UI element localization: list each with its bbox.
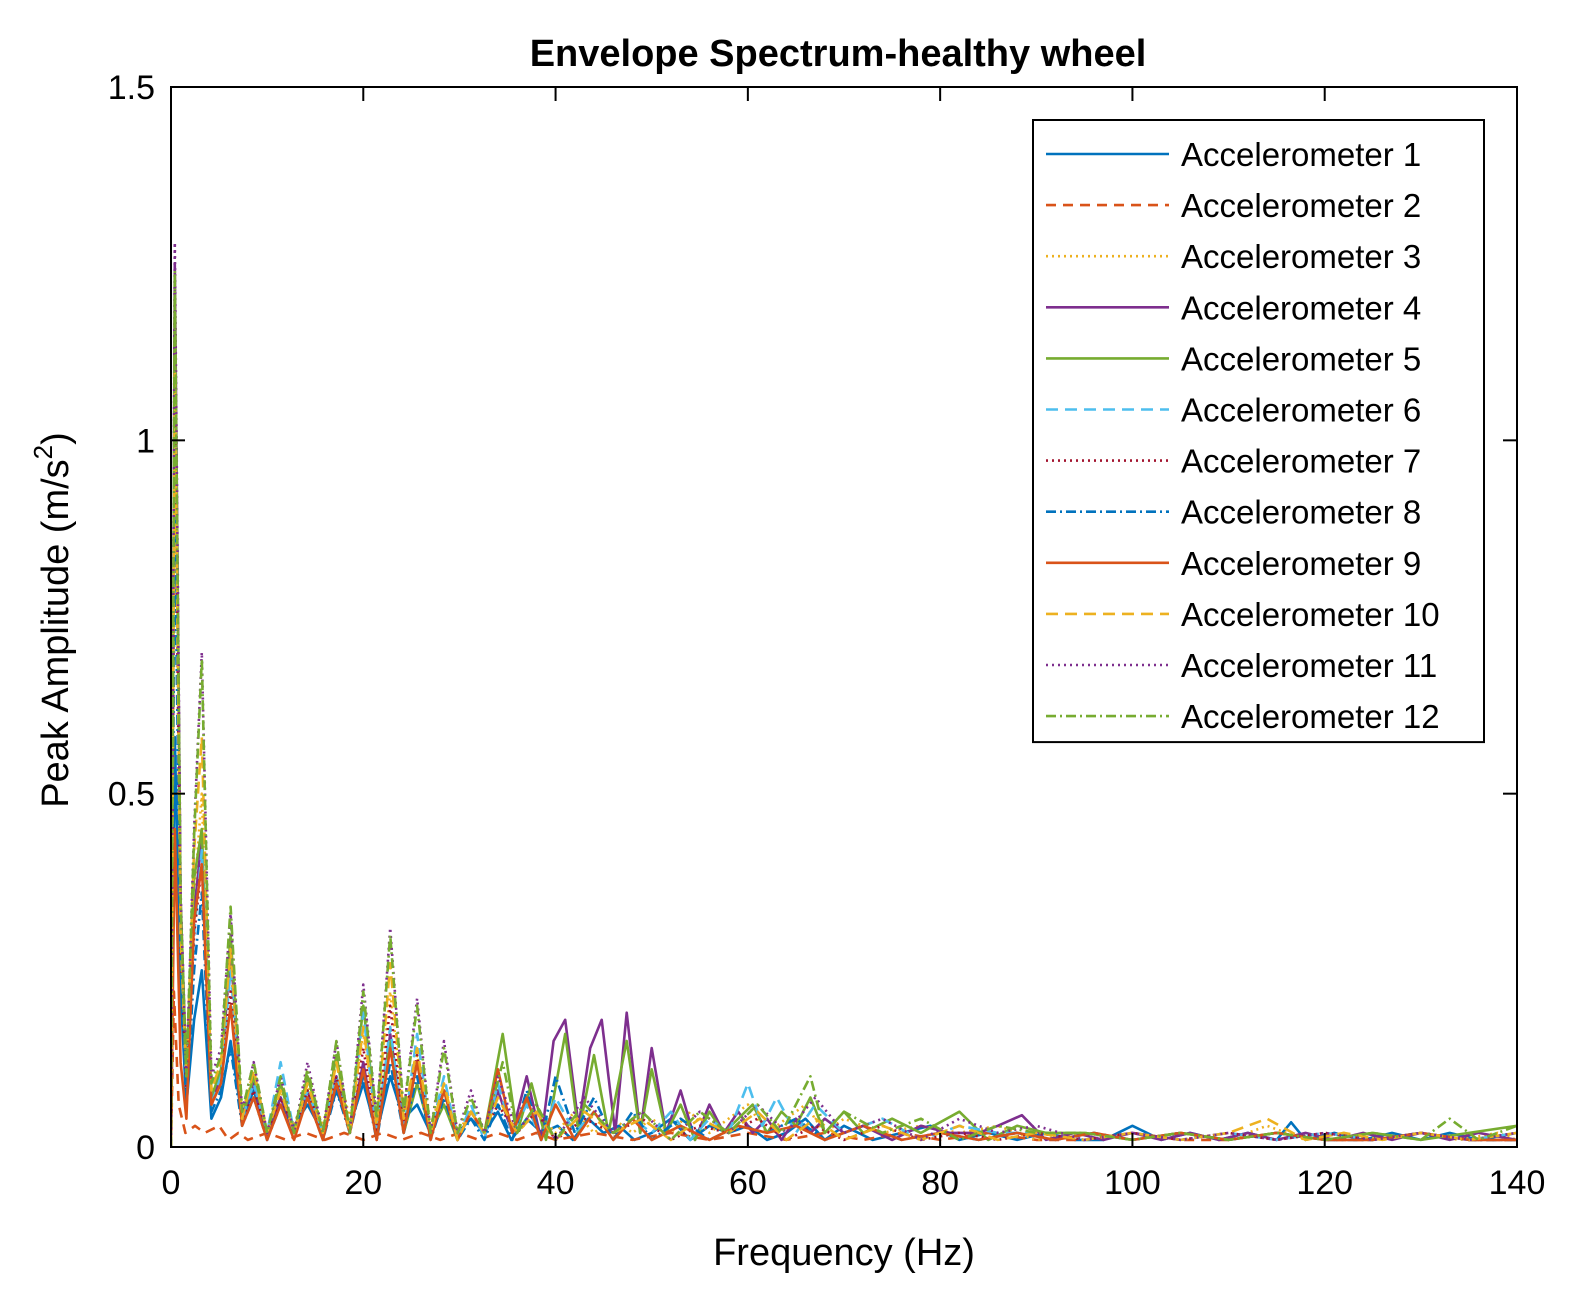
legend-label: Accelerometer 2	[1181, 187, 1421, 224]
x-tick-label: 140	[1489, 1164, 1546, 1202]
legend-item: Accelerometer 1	[1046, 136, 1421, 173]
legend-item: Accelerometer 6	[1046, 392, 1421, 429]
y-axis-label-main: Peak Amplitude (m/s	[35, 459, 77, 807]
x-tick-label: 20	[344, 1164, 382, 1202]
series-layer	[171, 241, 1517, 1147]
legend-item: Accelerometer 9	[1046, 545, 1421, 582]
x-tick-label: 60	[729, 1164, 767, 1202]
y-axis-label-end: )	[35, 432, 77, 445]
legend-label: Accelerometer 11	[1181, 647, 1437, 684]
legend-item: Accelerometer 7	[1046, 443, 1421, 480]
x-axis-label: Frequency (Hz)	[713, 1232, 975, 1274]
x-tick-label: 0	[162, 1164, 181, 1202]
legend-label: Accelerometer 10	[1181, 596, 1440, 633]
legend-label: Accelerometer 12	[1181, 698, 1440, 735]
legend-label: Accelerometer 1	[1181, 136, 1421, 173]
legend-label: Accelerometer 8	[1181, 494, 1421, 531]
series-line-accelerometer-9	[171, 827, 1517, 1147]
legend-item: Accelerometer 8	[1046, 494, 1421, 531]
legend-label: Accelerometer 5	[1181, 340, 1421, 377]
x-tick-label: 40	[537, 1164, 575, 1202]
legend-item: Accelerometer 11	[1046, 647, 1437, 684]
legend-label: Accelerometer 7	[1181, 443, 1421, 480]
y-tick-label: 0.5	[108, 776, 155, 814]
y-tick-label: 1.5	[108, 69, 155, 107]
y-tick-label: 1	[136, 422, 155, 460]
legend-item: Accelerometer 2	[1046, 187, 1421, 224]
x-tick-label: 100	[1104, 1164, 1161, 1202]
y-axis-label: Peak Amplitude (m/s2)	[28, 432, 77, 808]
legend-label: Accelerometer 6	[1181, 392, 1421, 429]
y-tick-label: 0	[136, 1129, 155, 1167]
legend-item: Accelerometer 5	[1046, 340, 1421, 377]
legend-label: Accelerometer 3	[1181, 238, 1421, 275]
legend-box	[1032, 119, 1485, 744]
legend: Accelerometer 1 Accelerometer 2 Accelerome…	[1032, 119, 1485, 744]
legend-item: Accelerometer 4	[1046, 289, 1421, 326]
y-axis-label-superscript: 2	[28, 445, 58, 459]
series-line-accelerometer-12	[171, 269, 1517, 1147]
ticks-layer: 0 20 40 60 80 100 120 140 0 0.5 1 1.5	[108, 69, 1546, 1202]
x-tick-label: 80	[921, 1164, 959, 1202]
legend-label: Accelerometer 4	[1181, 289, 1421, 326]
legend-item: Accelerometer 10	[1046, 596, 1440, 633]
chart-title: Envelope Spectrum-healthy wheel	[530, 33, 1147, 75]
x-tick-label: 120	[1296, 1164, 1353, 1202]
legend-item: Accelerometer 12	[1046, 698, 1440, 735]
legend-item: Accelerometer 3	[1046, 238, 1421, 275]
legend-label: Accelerometer 9	[1181, 545, 1421, 582]
axes-box	[170, 86, 1518, 1148]
